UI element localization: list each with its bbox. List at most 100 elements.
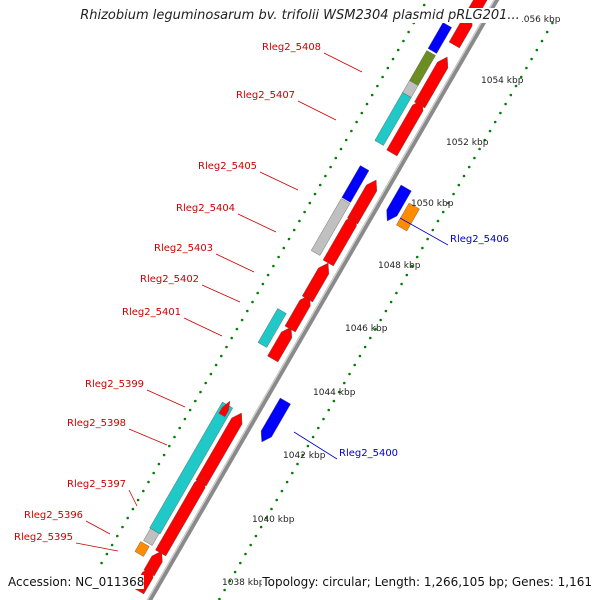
gc-dot-right xyxy=(452,192,455,196)
gc-dot-left xyxy=(168,444,171,448)
gc-dot-left xyxy=(282,246,286,250)
gc-dot-right xyxy=(525,66,528,70)
gc-dot-right xyxy=(228,579,232,583)
topology-stats-text: Topology: circular; Length: 1,266,105 bp… xyxy=(262,575,592,589)
scale-label-1038: 1038 kbp xyxy=(222,578,265,588)
gc-dot-left xyxy=(256,291,260,295)
cog-5403-grey xyxy=(310,198,351,256)
gc-dot-right xyxy=(467,165,471,169)
gc-dot-left xyxy=(173,435,176,439)
gc-dot-left xyxy=(360,111,364,115)
leader-line-rleg2_5406 xyxy=(399,217,449,246)
scale-label-1054: 1054 kbp xyxy=(481,76,524,86)
scale-label-1040: 1040 kbp xyxy=(252,515,295,525)
gc-dot-right xyxy=(441,210,445,214)
gene-label-rleg2_5399: Rleg2_5399 xyxy=(85,379,144,390)
gc-dot-right xyxy=(374,327,377,331)
gc-dot-right xyxy=(233,570,237,574)
gc-dot-right xyxy=(504,102,507,106)
leader-line-rleg2_5396 xyxy=(85,520,111,535)
gc-dot-left xyxy=(287,237,291,241)
cds-5406-blue xyxy=(386,184,412,222)
gc-dot-left xyxy=(199,390,202,394)
gc-dot-right xyxy=(535,48,539,52)
scale-label-1042: 1042 kbp xyxy=(283,451,326,461)
gc-dot-right xyxy=(343,381,346,385)
gc-dot-right xyxy=(327,408,331,412)
gc-dot-left xyxy=(344,138,348,142)
gc-dot-left xyxy=(157,462,161,466)
gc-dot-right xyxy=(239,561,242,565)
gc-dot-right xyxy=(218,597,221,600)
gene-label-rleg2_5404: Rleg2_5404 xyxy=(176,203,235,214)
cog-5396-grey xyxy=(143,528,160,546)
gc-dot-right xyxy=(301,453,305,457)
gene-label-rleg2_5397: Rleg2_5397 xyxy=(67,479,126,490)
gc-dot-left xyxy=(100,561,103,565)
gc-dot-right xyxy=(530,57,533,61)
gc-dot-left xyxy=(204,381,207,385)
gc-dot-left xyxy=(121,525,124,529)
gc-dot-right xyxy=(280,489,284,493)
gc-dot-right xyxy=(317,426,320,430)
gc-dot-left xyxy=(188,408,192,412)
gc-dot-right xyxy=(291,471,294,475)
leader-line-rleg2_5401 xyxy=(183,317,223,337)
gc-dot-right xyxy=(337,390,341,394)
gc-dot-left xyxy=(116,534,119,538)
gc-dot-left xyxy=(178,426,181,430)
accession-text: Accession: NC_011368 xyxy=(8,575,145,589)
gc-dot-left xyxy=(303,210,306,214)
gc-dot-left xyxy=(324,174,327,178)
cog-5405-blue xyxy=(341,165,370,203)
gene-label-rleg2_5406: Rleg2_5406 xyxy=(450,234,509,245)
gc-dot-right xyxy=(348,372,351,376)
cds-forward-8 xyxy=(267,326,293,363)
leader-line-rleg2_5397 xyxy=(128,489,138,507)
gc-dot-left xyxy=(402,39,405,43)
gene-label-rleg2_5405: Rleg2_5405 xyxy=(198,161,257,172)
gc-dot-left xyxy=(365,102,369,106)
cog-5408-blue xyxy=(427,22,452,54)
gc-dot-right xyxy=(296,462,299,466)
gc-dot-right xyxy=(462,174,466,178)
gc-dot-left xyxy=(246,309,249,313)
gc-dot-left xyxy=(131,507,135,511)
gc-dot-right xyxy=(223,588,226,592)
gc-dot-left xyxy=(110,543,114,547)
gc-dot-right xyxy=(540,39,544,43)
gc-dot-right xyxy=(488,129,492,133)
gc-dot-right xyxy=(306,444,310,448)
gc-dot-right xyxy=(447,201,450,205)
gc-dot-right xyxy=(275,498,279,502)
gc-dot-right xyxy=(254,534,258,538)
gc-dot-right xyxy=(421,246,424,250)
gc-dot-left xyxy=(136,498,140,502)
gc-dot-left xyxy=(376,84,379,88)
leader-line-rleg2_5400 xyxy=(293,431,338,460)
gc-dot-right xyxy=(270,507,273,511)
gc-dot-left xyxy=(162,453,166,457)
leader-line-rleg2_5405 xyxy=(259,171,299,191)
leader-line-rleg2_5395 xyxy=(75,542,119,552)
gc-dot-right xyxy=(499,111,502,115)
scale-label-1044: 1044 kbp xyxy=(313,388,356,398)
gc-dot-right xyxy=(514,84,518,88)
gc-dot-left xyxy=(329,165,332,169)
gc-dot-right xyxy=(410,264,414,268)
gc-dot-left xyxy=(318,183,322,187)
scale-label-1048: 1048 kbp xyxy=(378,261,421,271)
scale-label-1052: 1052 kbp xyxy=(446,138,489,148)
gc-dot-left xyxy=(194,399,197,403)
gc-dot-left xyxy=(292,228,296,232)
gc-dot-left xyxy=(261,282,265,286)
gc-dot-left xyxy=(386,66,390,70)
gc-dot-left xyxy=(142,489,145,493)
gc-dot-left xyxy=(298,219,301,223)
gc-dot-right xyxy=(249,543,252,547)
gene-label-rleg2_5402: Rleg2_5402 xyxy=(140,274,199,285)
gc-dot-left xyxy=(350,129,353,133)
gene-label-rleg2_5408: Rleg2_5408 xyxy=(262,42,321,53)
gc-dot-left xyxy=(308,201,312,205)
